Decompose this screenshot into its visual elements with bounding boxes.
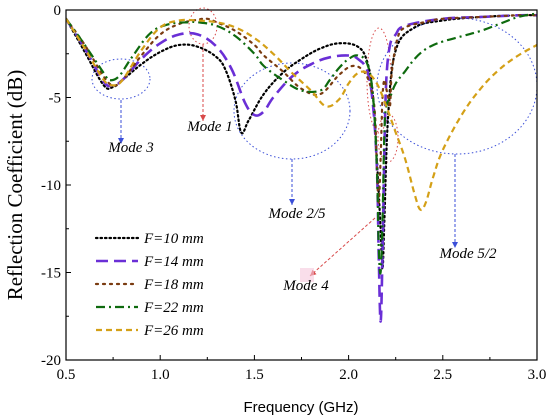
mode-annotation-label: Mode 4 <box>282 278 329 294</box>
mode-region-outline <box>91 58 151 100</box>
y-tick-label: -15 <box>41 266 61 282</box>
series-layer <box>66 12 537 323</box>
mode-annotation-label: Mode 1 <box>186 119 232 135</box>
mode-arrow <box>309 217 376 277</box>
x-tick-label: 1.0 <box>151 367 170 383</box>
y-axis-ticks: 0 -5 -10 -15 -20 <box>41 3 71 369</box>
x-tick-label: 1.5 <box>245 367 264 383</box>
mode-region-outline <box>188 7 218 45</box>
mode-region-outline <box>377 113 399 163</box>
y-tick-label: -10 <box>41 178 61 194</box>
legend-entry: F=14 mm <box>143 254 204 270</box>
mode-annotation-label: Mode 5/2 <box>438 246 497 262</box>
x-tick-label: 0.5 <box>57 367 76 383</box>
mode-4-highlight <box>300 268 314 282</box>
mode-region-outline <box>233 62 351 160</box>
y-tick-label: -5 <box>49 91 62 107</box>
y-axis-title: Reflection Coefficient (dB) <box>3 70 27 301</box>
x-axis-ticks: 0.5 1.0 1.5 2.0 2.5 3.0 <box>57 355 547 383</box>
mode-arrowhead <box>452 242 458 248</box>
legend-entry: F=10 mm <box>143 231 204 247</box>
legend-entry: F=18 mm <box>143 277 204 293</box>
x-axis-title: Frequency (GHz) <box>243 399 358 416</box>
legend: F=10 mm F=14 mm F=18 mm F=22 mm F=26 mm <box>94 231 204 339</box>
mode-annotations: Mode 3 Mode 1 Mode 2/5 Mode 4 Mode 5/2 <box>107 119 497 294</box>
mode-arrowhead <box>118 138 124 144</box>
mode-annotation-label: Mode 3 <box>107 140 153 156</box>
x-tick-label: 2.0 <box>339 367 358 383</box>
x-tick-label: 3.0 <box>528 367 547 383</box>
series-line <box>66 18 537 212</box>
mode-annotation-label: Mode 2/5 <box>267 206 326 222</box>
series-line <box>66 13 537 323</box>
legend-entry: F=22 mm <box>143 300 204 316</box>
series-line <box>66 14 537 204</box>
x-tick-label: 2.5 <box>433 367 452 383</box>
mode-arrowhead <box>200 115 206 121</box>
y-tick-label: -20 <box>41 353 61 369</box>
y-tick-label: 0 <box>54 3 62 19</box>
mode-arrowhead <box>289 199 295 205</box>
legend-entry: F=26 mm <box>143 323 204 339</box>
